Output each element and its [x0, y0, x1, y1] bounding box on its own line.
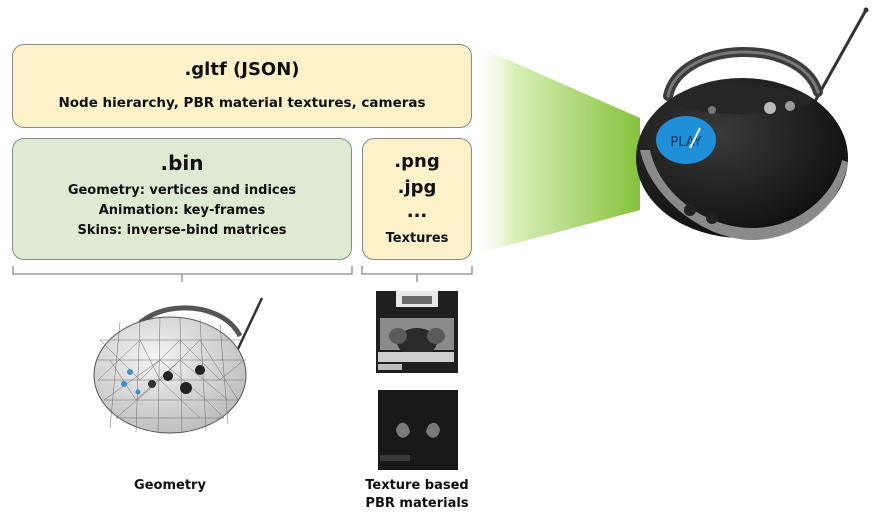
gltf-title: .gltf (JSON) — [184, 59, 300, 80]
play-button-label: PLAY — [670, 135, 701, 150]
gltf-json-box: .gltf (JSON) Node hierarchy, PBR materia… — [12, 44, 472, 128]
texture-ext-jpg: .jpg — [397, 177, 437, 198]
bin-line-animation: Animation: key-frames — [98, 203, 266, 218]
bin-title: .bin — [160, 151, 204, 175]
texture-thumbnail-1 — [376, 291, 458, 373]
gltf-description: Node hierarchy, PBR material textures, c… — [58, 95, 426, 111]
geometry-caption: Geometry — [134, 478, 206, 493]
texture-thumbnail-2 — [378, 390, 458, 470]
geometry-bracket — [12, 266, 353, 282]
pbr-caption-line2: PBR materials — [365, 496, 469, 511]
geometry-wireframe — [93, 297, 264, 434]
bin-line-skins: Skins: inverse-bind matrices — [77, 223, 287, 238]
texture-ext-ellipsis: ... — [406, 201, 428, 222]
textures-box: .png .jpg ... Textures — [362, 138, 472, 260]
projection-beam — [472, 44, 640, 255]
boombox-render — [636, 7, 869, 240]
textures-label: Textures — [385, 231, 449, 246]
bin-line-geometry: Geometry: vertices and indices — [67, 183, 297, 198]
pbr-caption-line1: Texture based — [365, 478, 469, 493]
bin-box: .bin Geometry: vertices and indices Anim… — [12, 138, 352, 260]
play-button: PLAY — [656, 116, 716, 164]
texture-ext-png: .png — [394, 151, 440, 172]
textures-bracket — [361, 266, 473, 282]
